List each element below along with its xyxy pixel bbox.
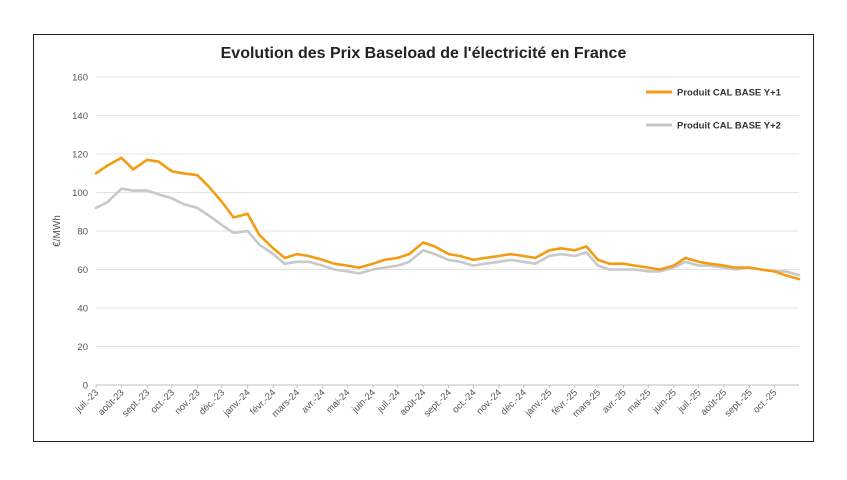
- x-tick-label: nov.-23: [173, 387, 203, 417]
- legend-label: Produit CAL BASE Y+1: [677, 88, 782, 99]
- x-tick-label: sept.-23: [120, 387, 152, 419]
- y-tick-label: 20: [77, 342, 88, 353]
- x-tick-label: sept.-25: [723, 387, 755, 419]
- x-tick-label: nov.-24: [474, 387, 504, 417]
- chart-frame: Evolution des Prix Baseload de l'électri…: [33, 34, 814, 442]
- x-tick-label: janv.-25: [523, 387, 555, 419]
- x-tick-label: juin-25: [650, 387, 679, 416]
- y-tick-label: 140: [72, 111, 88, 122]
- x-tick-label: oct.-23: [149, 387, 177, 415]
- y-tick-label: 160: [72, 73, 88, 84]
- x-tick-label: juin-24: [349, 387, 378, 416]
- y-tick-label: 60: [77, 265, 88, 276]
- y-tick-label: 120: [72, 150, 88, 161]
- x-tick-label: mai-24: [324, 387, 352, 415]
- chart-title: Evolution des Prix Baseload de l'électri…: [220, 45, 627, 62]
- x-tick-label: oct.-25: [751, 387, 779, 415]
- line-chart: 020406080100120140160€/MWhjuil.-23août-2…: [52, 73, 801, 420]
- y-tick-label: 0: [83, 381, 88, 392]
- x-tick-label: janv.-24: [221, 387, 253, 419]
- legend-label: Produit CAL BASE Y+2: [677, 121, 781, 132]
- x-tick-label: mai-25: [625, 387, 653, 415]
- y-tick-label: 100: [72, 188, 88, 199]
- y-tick-label: 40: [77, 304, 88, 315]
- x-tick-label: avr.-25: [600, 387, 628, 415]
- y-axis-label: €/MWh: [52, 215, 63, 247]
- x-tick-label: oct.-24: [450, 387, 478, 415]
- x-tick-label: sept.-24: [422, 387, 454, 419]
- series-line-cal-base-y2: [94, 187, 801, 277]
- y-tick-label: 80: [77, 227, 88, 238]
- series-line-cal-base-y1: [94, 156, 801, 281]
- x-tick-label: avr.-24: [299, 387, 327, 415]
